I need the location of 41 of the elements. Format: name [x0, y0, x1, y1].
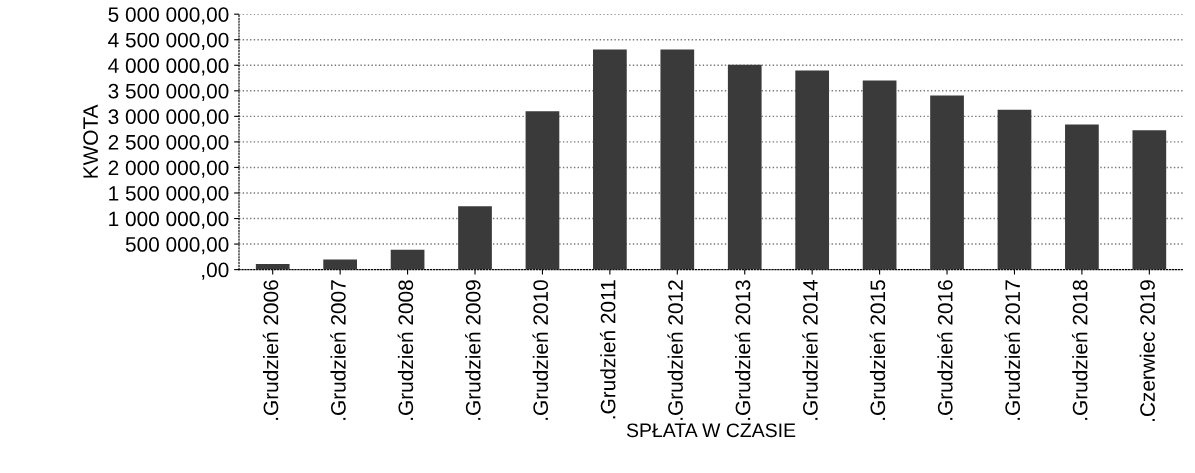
bar — [862, 80, 897, 270]
y-tick-label: 5 000 000,00 — [108, 7, 229, 25]
bar — [1065, 124, 1099, 270]
x-tick-label: .Grudzień 2018 — [1071, 280, 1088, 420]
x-tick-label: .Grudzień 2015 — [869, 280, 886, 420]
bar — [660, 49, 695, 270]
y-tick-label: 500 000,00 — [125, 237, 229, 255]
y-tick-label: 3 500 000,00 — [108, 83, 229, 102]
bar — [997, 109, 1032, 270]
x-tick-label: .Grudzień 2007 — [330, 280, 346, 420]
bar — [323, 259, 358, 270]
bar — [458, 206, 492, 270]
bar — [255, 263, 290, 270]
y-tick-label: ,00 — [202, 262, 229, 280]
bar — [930, 95, 964, 270]
x-tick-label: .Grudzień 2010 — [532, 280, 549, 420]
y-tick-label: 2 000 000,00 — [108, 160, 229, 178]
bar — [795, 70, 830, 270]
y-tick-label: 4 500 000,00 — [108, 32, 229, 50]
y-tick-label: 4 000 000,00 — [108, 58, 229, 76]
bar — [593, 49, 627, 270]
y-tick-label: 1 500 000,00 — [109, 185, 229, 204]
x-tick-label: .Grudzień 2008 — [397, 280, 414, 420]
y-tick-label: 2 500 000,00 — [108, 134, 229, 153]
x-tick-label: .Grudzień 2006 — [262, 280, 279, 420]
x-tick-label: .Grudzień 2014 — [802, 279, 818, 420]
x-tick-label: .Grudzień 2013 — [734, 280, 751, 420]
y-axis-title: KWOTA — [83, 104, 98, 178]
y-tick-label: 3 000 000,00 — [108, 109, 229, 127]
x-tick-label: .Grudzień 2012 — [667, 280, 683, 420]
x-tick-label: .Czerwiec 2019 — [1139, 280, 1155, 422]
bar — [727, 64, 762, 270]
x-axis-title: SPŁATA W CZASIE — [626, 423, 796, 438]
bar — [390, 249, 425, 270]
x-tick-label: .Grudzień 2016 — [937, 280, 953, 420]
y-tick-label: 1 000 000,00 — [109, 211, 229, 229]
bar — [1132, 130, 1167, 270]
x-tick-label: .Grudzień 2011 — [599, 280, 616, 419]
x-tick-label: .Grudzień 2009 — [465, 280, 481, 420]
x-tick-label: .Grudzień 2017 — [1004, 280, 1021, 420]
bar — [525, 111, 560, 270]
